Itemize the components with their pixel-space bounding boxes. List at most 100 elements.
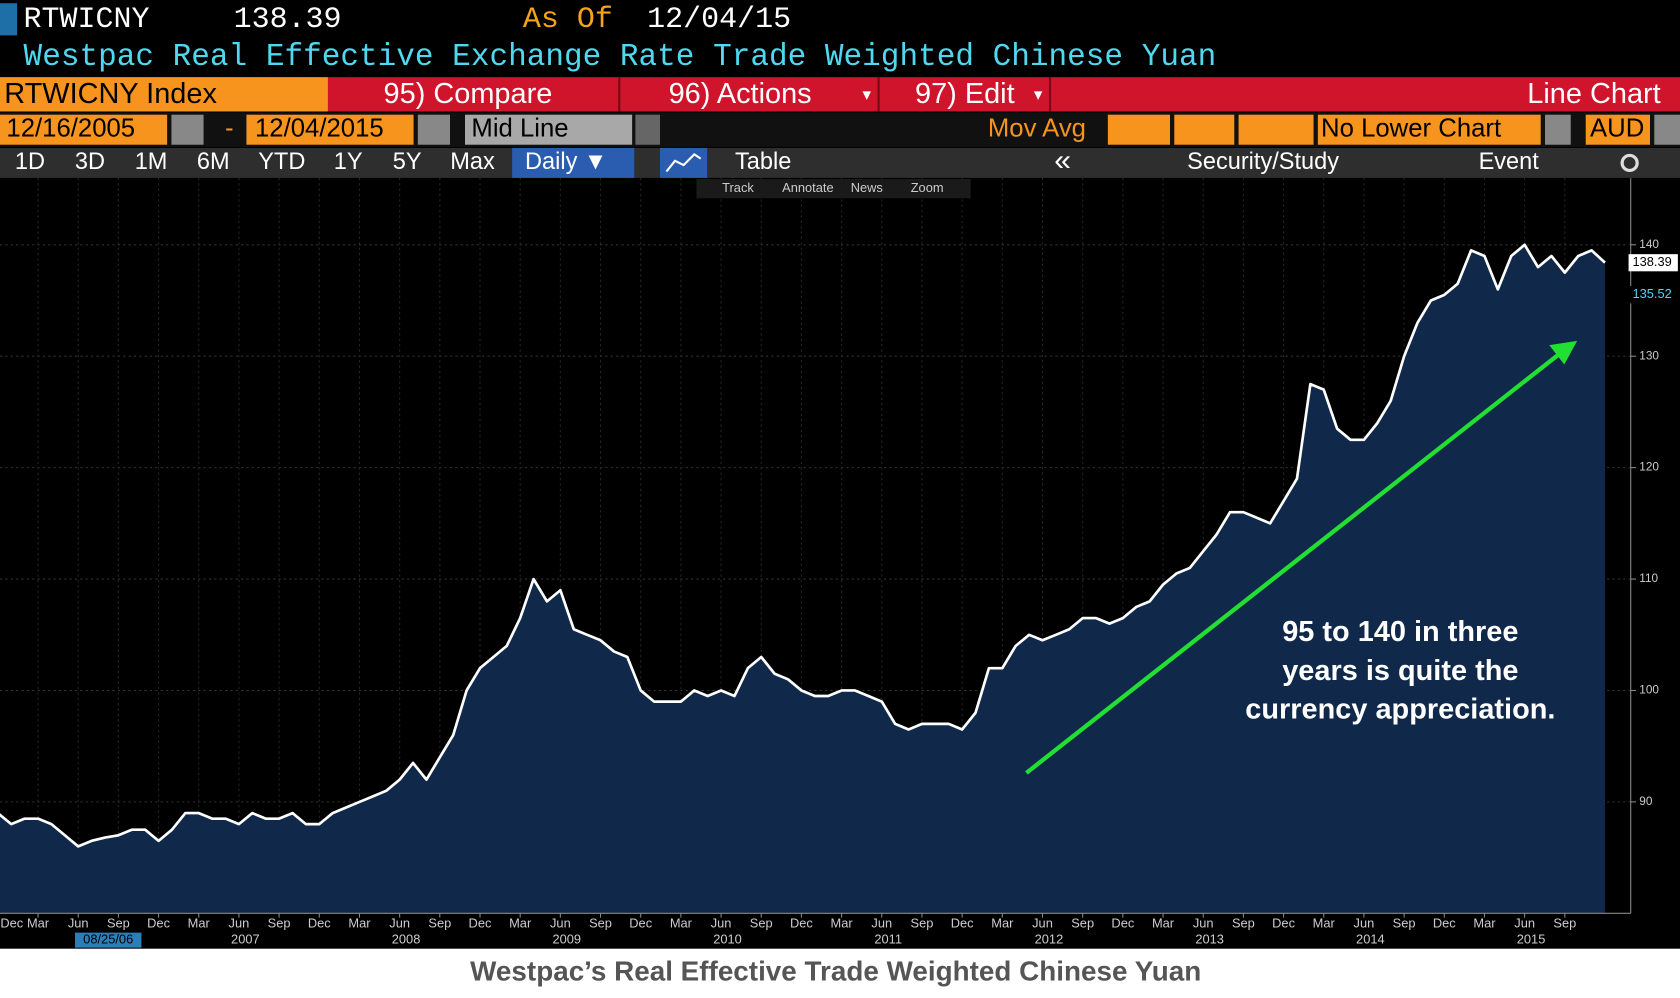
x-tick-label: Mar bbox=[348, 915, 371, 930]
x-tick-label: Dec bbox=[308, 915, 331, 930]
year-label: 2014 bbox=[1356, 932, 1385, 947]
trend-arrow bbox=[1025, 346, 1568, 775]
year-label: 2007 bbox=[231, 932, 260, 947]
period-tab[interactable]: 3D bbox=[75, 148, 105, 174]
year-label: 2009 bbox=[552, 932, 581, 947]
dropdown-button[interactable] bbox=[635, 114, 660, 145]
x-tick-label: Mar bbox=[27, 915, 50, 930]
tabs-bg bbox=[0, 147, 1680, 178]
x-tick-label: Mar bbox=[509, 915, 532, 930]
security-study-button[interactable]: Security/Study bbox=[1187, 148, 1339, 174]
y-tick-label: 100 bbox=[1639, 684, 1659, 697]
currency: AUD bbox=[1590, 115, 1644, 143]
start-date-field[interactable] bbox=[0, 114, 168, 145]
x-tick-label: Jun bbox=[229, 915, 250, 930]
header-bg bbox=[0, 0, 1680, 76]
dropdown-button[interactable] bbox=[1654, 114, 1680, 145]
event-button[interactable]: Event bbox=[1479, 148, 1540, 174]
x-tick-label: Sep bbox=[428, 915, 451, 930]
y-tick-label: 140 bbox=[1639, 238, 1659, 251]
x-tick-label: Jun bbox=[871, 915, 892, 930]
calendar-button[interactable] bbox=[171, 114, 204, 145]
x-tick-label: Mar bbox=[670, 915, 693, 930]
chart-type: Line Chart bbox=[1527, 78, 1660, 110]
tool-button[interactable]: Zoom bbox=[911, 180, 944, 195]
year-label: 2012 bbox=[1035, 932, 1064, 947]
compare-button[interactable]: 95) Compare bbox=[384, 78, 553, 110]
x-tick-label: Dec bbox=[1111, 915, 1134, 930]
start-date: 12/16/2005 bbox=[6, 115, 135, 143]
caption-bg bbox=[0, 948, 1680, 998]
lower-chart: No Lower Chart bbox=[1321, 115, 1501, 143]
x-tick-label: Dec bbox=[0, 915, 23, 930]
dropdown-arrow: ▾ bbox=[863, 84, 872, 104]
x-tick-label: Jun bbox=[550, 915, 571, 930]
x-tick-label: Mar bbox=[1313, 915, 1336, 930]
end-date-field[interactable] bbox=[246, 114, 414, 145]
cursor-date: 08/25/06 bbox=[83, 932, 133, 947]
year-label: 2011 bbox=[874, 932, 902, 947]
tool-button[interactable]: Annotate bbox=[782, 180, 833, 195]
as-of-label: As Of bbox=[523, 3, 613, 37]
tool-button[interactable]: Track bbox=[722, 180, 754, 195]
year-label: 2008 bbox=[392, 932, 421, 947]
frequency: Daily ▼ bbox=[525, 148, 607, 174]
x-tick-label: Jun bbox=[1193, 915, 1214, 930]
actions-button[interactable]: 96) Actions bbox=[669, 78, 812, 110]
table-tab[interactable]: Table bbox=[735, 148, 791, 174]
area bbox=[0, 244, 1605, 914]
period-tab[interactable]: 6M bbox=[197, 148, 230, 174]
x-tick-label: Jun bbox=[389, 915, 410, 930]
dropdown-arrow: ▾ bbox=[1034, 84, 1043, 104]
x-tick-label: Jun bbox=[711, 915, 732, 930]
frequency-tab[interactable] bbox=[512, 147, 635, 178]
period-tab[interactable]: Max bbox=[450, 148, 495, 174]
settings-gear[interactable] bbox=[1620, 153, 1639, 173]
period-tab[interactable]: 1M bbox=[135, 148, 168, 174]
edit-button[interactable]: 97) Edit bbox=[915, 78, 1015, 110]
annotation: currency appreciation. bbox=[1245, 693, 1555, 725]
y-tick-label: 120 bbox=[1639, 461, 1659, 474]
x-tick-label: Mar bbox=[831, 915, 854, 930]
mov-avg-field[interactable] bbox=[1107, 114, 1170, 145]
x-tick-label: Mar bbox=[1152, 915, 1175, 930]
collapse-button[interactable]: « bbox=[1054, 144, 1071, 177]
x-tick-label: Sep bbox=[268, 915, 291, 930]
date-dash: - bbox=[225, 115, 234, 143]
x-tick-label: Dec bbox=[951, 915, 974, 930]
x-tick-label: Sep bbox=[1071, 915, 1094, 930]
arrow-head bbox=[1549, 340, 1578, 365]
x-tick-label: Dec bbox=[1272, 915, 1295, 930]
x-tick-label: Sep bbox=[589, 915, 612, 930]
x-tick-label: Dec bbox=[790, 915, 813, 930]
line-mode: Mid Line bbox=[471, 115, 568, 143]
currency-field[interactable] bbox=[1585, 114, 1650, 145]
mov-avg-field[interactable] bbox=[1238, 114, 1314, 145]
lower-chart-field[interactable] bbox=[1317, 114, 1541, 145]
period-tab[interactable]: 5Y bbox=[393, 148, 422, 174]
x-tick-label: Sep bbox=[107, 915, 130, 930]
tool-button[interactable]: News bbox=[851, 180, 883, 195]
security-field[interactable] bbox=[0, 77, 328, 112]
period-tab[interactable]: YTD bbox=[258, 148, 305, 174]
calendar-button[interactable] bbox=[417, 114, 450, 145]
line-mode-field[interactable] bbox=[465, 114, 633, 145]
end-date: 12/04/2015 bbox=[255, 115, 384, 143]
chart-view-button[interactable] bbox=[660, 147, 708, 178]
period-tab[interactable]: 1D bbox=[15, 148, 45, 174]
period-tab[interactable]: 1Y bbox=[334, 148, 363, 174]
x-tick-label: Jun bbox=[1032, 915, 1053, 930]
ticker: RTWICNY bbox=[24, 3, 150, 37]
x-tick-label: Dec bbox=[1433, 915, 1456, 930]
y-tick-label: 90 bbox=[1639, 795, 1653, 808]
caption: Westpac’s Real Effective Trade Weighted … bbox=[470, 956, 1201, 987]
ticker-marker bbox=[0, 3, 18, 36]
mov-avg-field[interactable] bbox=[1174, 114, 1235, 145]
description: Westpac Real Effective Exchange Rate Tra… bbox=[24, 40, 1217, 75]
dropdown-button[interactable] bbox=[1545, 114, 1571, 145]
x-tick-label: Sep bbox=[1232, 915, 1255, 930]
y-tick-label: 110 bbox=[1639, 572, 1658, 585]
x-tick-label: Sep bbox=[1553, 915, 1576, 930]
